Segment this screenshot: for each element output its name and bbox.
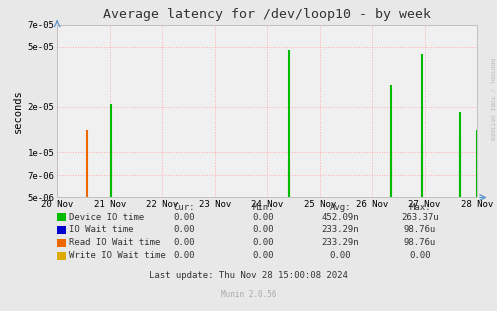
Text: 98.76u: 98.76u (404, 239, 436, 247)
Text: 452.09n: 452.09n (322, 213, 359, 222)
Text: 0.00: 0.00 (173, 251, 195, 260)
Text: Read IO Wait time: Read IO Wait time (69, 239, 160, 247)
Title: Average latency for /dev/loop10 - by week: Average latency for /dev/loop10 - by wee… (103, 8, 431, 21)
Text: 0.00: 0.00 (252, 251, 274, 260)
Text: Avg:: Avg: (330, 203, 351, 212)
Text: 0.00: 0.00 (330, 251, 351, 260)
Text: 0.00: 0.00 (173, 225, 195, 234)
Text: 233.29n: 233.29n (322, 225, 359, 234)
Text: Cur:: Cur: (173, 203, 195, 212)
Text: Max:: Max: (409, 203, 431, 212)
Text: 0.00: 0.00 (173, 239, 195, 247)
Text: RRDTOOL / TOBI OETIKER: RRDTOOL / TOBI OETIKER (490, 58, 495, 141)
Text: 0.00: 0.00 (173, 213, 195, 222)
Text: Min:: Min: (252, 203, 274, 212)
Text: 0.00: 0.00 (252, 225, 274, 234)
Text: 0.00: 0.00 (252, 213, 274, 222)
Text: 0.00: 0.00 (252, 239, 274, 247)
Text: 263.37u: 263.37u (401, 213, 439, 222)
Text: Last update: Thu Nov 28 15:00:08 2024: Last update: Thu Nov 28 15:00:08 2024 (149, 271, 348, 280)
Text: 0.00: 0.00 (409, 251, 431, 260)
Text: Device IO time: Device IO time (69, 213, 144, 222)
Y-axis label: seconds: seconds (13, 89, 23, 133)
Text: Munin 2.0.56: Munin 2.0.56 (221, 290, 276, 299)
Text: IO Wait time: IO Wait time (69, 225, 133, 234)
Text: 233.29n: 233.29n (322, 239, 359, 247)
Text: 98.76u: 98.76u (404, 225, 436, 234)
Text: Write IO Wait time: Write IO Wait time (69, 251, 166, 260)
